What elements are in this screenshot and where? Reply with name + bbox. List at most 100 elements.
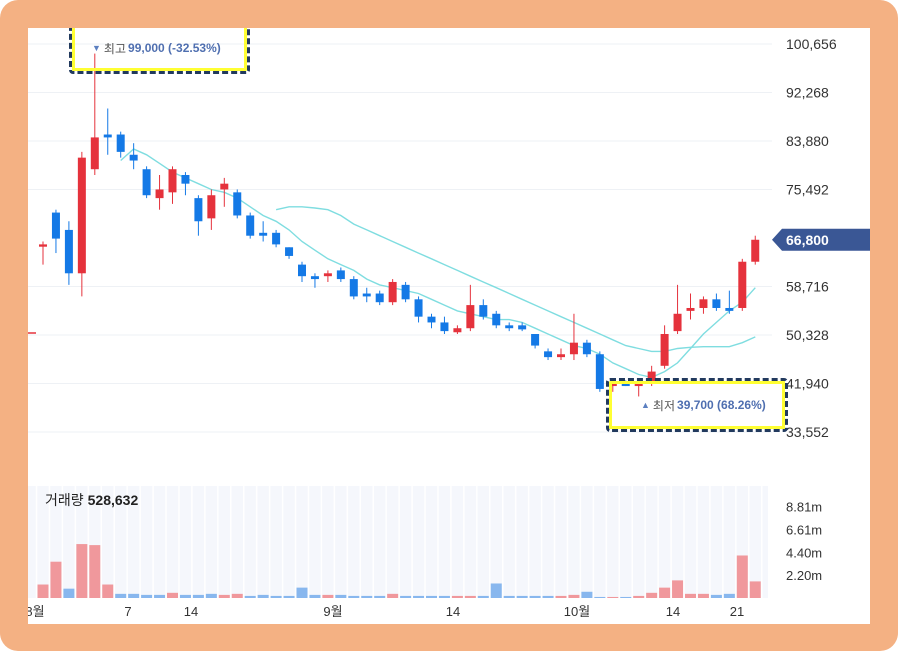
volume-bar (451, 595, 463, 598)
low-annotation-label: 최저 (652, 398, 676, 413)
volume-bar (76, 544, 88, 598)
chart-canvas: 100,656 92,268 83,880 75,492 58,716 50,328 41,… (28, 28, 870, 624)
volume-bar (672, 580, 684, 598)
volume-label-text: 거래량 (45, 492, 84, 508)
candle-body (39, 244, 47, 247)
candle-body (233, 192, 242, 216)
candle-body (142, 169, 151, 196)
candle-body (414, 299, 423, 317)
candle-body (90, 137, 99, 170)
candle-body (362, 293, 371, 297)
x-tick-label: 8월 (28, 604, 45, 619)
candle-body (621, 383, 630, 387)
volume-bar (257, 594, 269, 598)
price-tick-label: 50,328 (786, 327, 829, 343)
volume-bar (568, 594, 580, 598)
volume-tick-label: 4.40m (786, 545, 822, 560)
candle-body (608, 383, 617, 387)
candle-body (77, 157, 86, 274)
volume-bar (309, 594, 321, 598)
low-annotation-value: 39,700 (68.26%) (677, 398, 766, 412)
volume-bar (218, 594, 230, 598)
candle-body (595, 354, 604, 389)
candle-body (116, 134, 125, 152)
price-tick-label: 92,268 (786, 85, 829, 101)
candle-body (492, 313, 501, 326)
volume-bar (490, 583, 502, 598)
volume-bar (659, 587, 671, 598)
volume-bar (542, 595, 554, 598)
candle-body (272, 232, 281, 245)
volume-bar (477, 595, 489, 598)
candle-body (155, 189, 164, 199)
candle-body (298, 264, 306, 277)
volume-bar (594, 596, 606, 598)
up-triangle-icon: ▲ (641, 400, 650, 410)
candle-body (259, 232, 268, 236)
x-tick-label: 9월 (323, 604, 342, 619)
volume-bar (387, 593, 399, 598)
volume-bar (400, 595, 412, 598)
candle-body (557, 354, 565, 358)
candle-body (181, 174, 190, 184)
price-chart[interactable]: 100,656 92,268 83,880 75,492 58,716 50,328 41,… (28, 28, 870, 624)
candle-body (634, 383, 643, 387)
x-tick-label: 14 (666, 604, 680, 619)
current-price-badge (772, 228, 870, 251)
candle-body (466, 305, 475, 329)
volume-bar (89, 545, 101, 598)
volume-bar (270, 595, 282, 598)
volume-bar (167, 592, 178, 598)
price-tick-label: 75,492 (786, 182, 829, 198)
volume-bar (102, 584, 114, 598)
candle-body (246, 215, 255, 236)
candle-body (323, 273, 332, 277)
volume-bar (697, 593, 709, 598)
volume-bar (685, 593, 696, 598)
volume-bar (128, 593, 140, 598)
volume-bar (529, 595, 541, 598)
x-tick-label: 21 (730, 604, 744, 619)
volume-bar (37, 584, 49, 598)
candle-body (336, 270, 345, 280)
candle-body (349, 279, 358, 297)
volume-bar (607, 596, 619, 598)
candle-body (103, 134, 112, 138)
candle-body (479, 305, 488, 317)
candle-body (673, 313, 682, 332)
x-tick-label: 10월 (564, 604, 590, 619)
volume-bar (581, 591, 593, 598)
volume-bar (503, 595, 515, 598)
candle-body (285, 247, 294, 256)
volume-tick-label: 6.61m (786, 522, 822, 537)
candle-body (699, 299, 708, 308)
candle-body (388, 281, 397, 303)
volume-bar (413, 595, 425, 598)
volume-bar (348, 595, 360, 598)
candle-body (544, 351, 553, 358)
volume-bar (633, 595, 645, 598)
volume-tick-label: 2.20m (786, 568, 822, 583)
volume-bar (283, 595, 295, 598)
price-tick-label: 58,716 (786, 279, 829, 295)
candle-body (751, 239, 760, 262)
candle-body (194, 198, 203, 222)
x-tick-label: 7 (124, 604, 131, 619)
volume-bar (438, 595, 450, 598)
volume-tick-label: 8.81m (786, 500, 822, 515)
volume-bar (464, 595, 476, 598)
candle-body (518, 325, 527, 330)
candle-body (738, 261, 747, 308)
volume-bar (115, 593, 127, 598)
high-annotation-label: 최고 (103, 41, 127, 56)
candle-body (712, 299, 721, 308)
down-triangle-icon: ▼ (92, 43, 101, 53)
candle-body (660, 334, 669, 366)
price-tick-label: 33,552 (786, 424, 829, 440)
candle-body (505, 325, 514, 329)
candle-body (401, 284, 410, 300)
ma-long-line (275, 206, 756, 353)
candle-body (582, 342, 591, 355)
volume-bar (231, 593, 243, 598)
